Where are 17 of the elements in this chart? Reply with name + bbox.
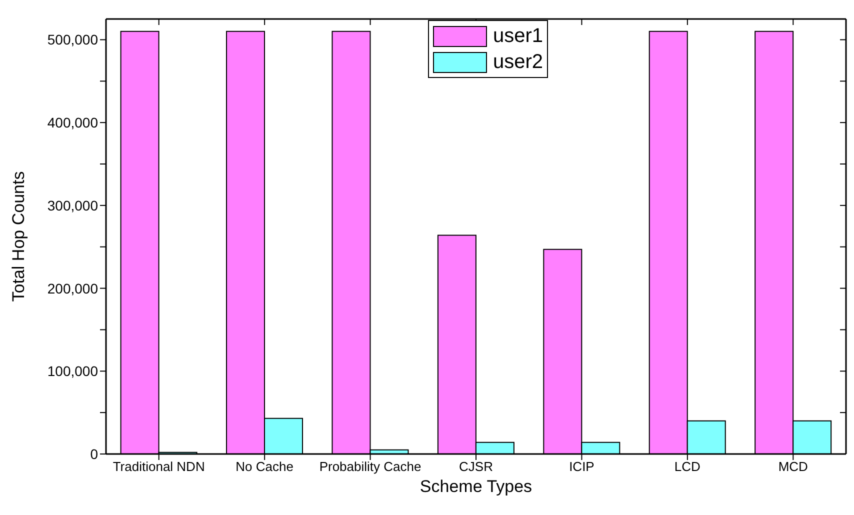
x-tick-label: ICIP: [569, 459, 594, 474]
y-tick-label: 200,000: [47, 280, 98, 296]
legend-label: user1: [493, 24, 544, 48]
legend-label: user2: [493, 50, 544, 74]
y-tick-label: 500,000: [47, 32, 98, 48]
y-tick-label: 300,000: [47, 197, 98, 214]
x-axis-title: Scheme Types: [420, 477, 532, 496]
x-tick-label: No Cache: [236, 459, 294, 474]
x-tick-label: CJSR: [459, 459, 493, 474]
y-tick-label: 0: [90, 446, 98, 462]
y-tick-label: 100,000: [47, 363, 98, 380]
x-tick-label: LCD: [674, 459, 700, 474]
x-tick-label: Traditional NDN: [112, 459, 205, 474]
x-tick-label: MCD: [778, 459, 808, 474]
x-tick-label: Probability Cache: [319, 459, 422, 474]
y-tick-label: 400,000: [47, 114, 98, 131]
y-axis-title: Total Hop Counts: [9, 171, 28, 302]
